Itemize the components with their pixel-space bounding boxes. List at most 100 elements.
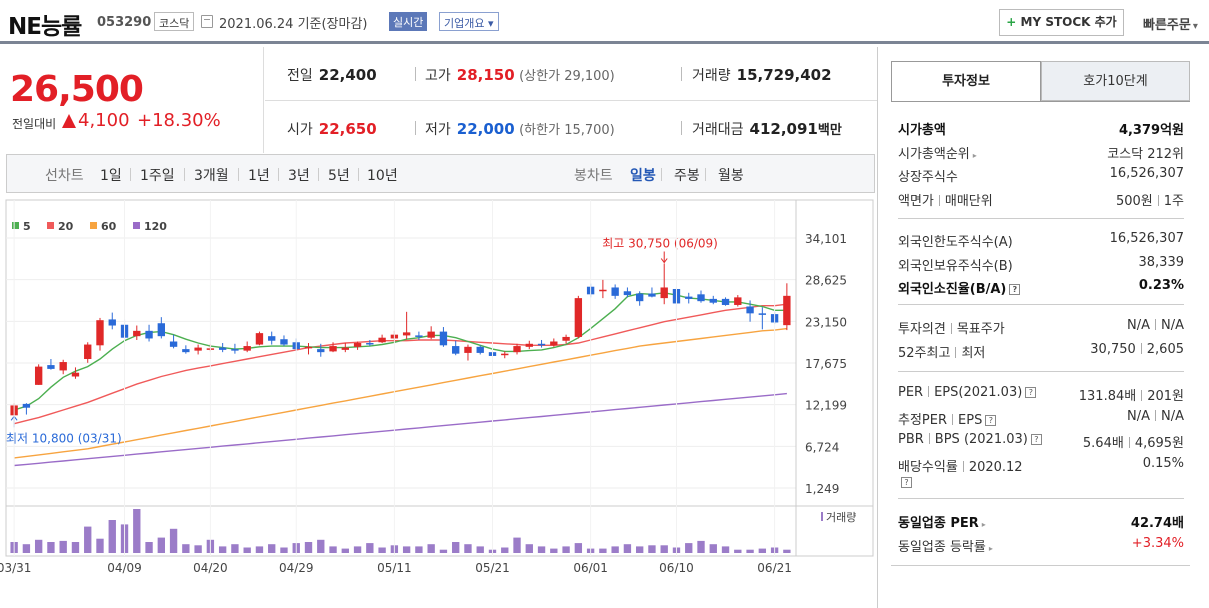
info-label-text: 외국인한도주식수(A) [898, 235, 1013, 250]
info-row: 액면가 매매단위 500원 1주 [898, 188, 1184, 210]
candle-body [452, 346, 460, 354]
divider [1157, 194, 1159, 206]
volume-bar [697, 540, 705, 553]
x-tick-label: 03/31 [0, 561, 31, 575]
open-price: 시가 22,650 [287, 119, 377, 139]
info-value: 500원 1주 [1116, 190, 1184, 209]
info-label-text: EPS(2021.03) [934, 385, 1023, 400]
tab-investment-info[interactable]: 투자정보 [891, 61, 1041, 101]
open-label: 시가 [287, 122, 313, 138]
tab-3year[interactable]: 3년 [288, 168, 310, 184]
base-date: 2021.06.24 기준(장마감) [219, 17, 368, 32]
legend-swatch [12, 222, 19, 229]
volume-bar [317, 539, 325, 553]
candle-body [537, 343, 546, 346]
tab-1week[interactable]: 1주일 [140, 168, 175, 184]
divider [238, 168, 239, 181]
info-row: 투자의견 목표주가 N/A N/A [898, 316, 1184, 338]
info-value: 131.84배 201원 [1079, 385, 1184, 404]
info-label-text: 추정PER [898, 412, 948, 428]
tab-daily-candle[interactable]: 일봉 [630, 168, 656, 184]
ma5-line [13, 292, 787, 411]
volume-bar [648, 545, 656, 553]
company-overview-dropdown[interactable]: 기업개요 ▾ [439, 12, 499, 31]
candlestick-chart[interactable]: 34,101 28,625 23,150 17,675 12,199 6,724 1,249… [0, 196, 877, 608]
candle-body [255, 333, 264, 345]
divider [661, 168, 662, 181]
upper-limit: (상한가 29,100) [519, 69, 615, 84]
info-label-text: BPS (2021.03) [934, 432, 1028, 447]
info-value-text: 16,526,307 [1109, 231, 1184, 246]
info-value-text: N/A [1127, 318, 1150, 333]
price-summary-table: 전일 22,400 고가 28,150 (상한가 29,100) 거래량 15,729… [265, 47, 877, 153]
candle-body [243, 346, 251, 351]
info-label: 시가총액순위 ▸ [898, 143, 977, 162]
my-stock-add-button[interactable]: + MY STOCK 추가 [999, 9, 1124, 36]
volume-bar [59, 540, 67, 553]
candle-body [574, 298, 583, 337]
candle-body [402, 332, 411, 336]
my-stock-add-label: MY STOCK 추가 [1020, 15, 1117, 29]
volume-bar [304, 542, 313, 553]
chevron-down-icon: ▾ [487, 17, 494, 30]
amount-unit: 백만 [817, 123, 842, 138]
y-tick-label: 1,249 [805, 482, 839, 496]
divider [898, 498, 1184, 499]
candle-body [599, 289, 607, 292]
volume-bar [574, 543, 583, 553]
legend-label: 20 [58, 220, 74, 233]
candle-body [758, 313, 767, 315]
divider [898, 371, 1184, 372]
summary-row: 시가 22,650 저가 22,000 (하한가 15,700) 거래대금 412,0… [265, 100, 877, 153]
divider [952, 413, 954, 425]
tab-1year[interactable]: 1년 [248, 168, 270, 184]
quick-order-button[interactable]: 빠른주문 ▾ [1143, 14, 1198, 33]
help-icon[interactable]: ? [985, 414, 997, 426]
volume-bar [734, 549, 742, 553]
volume-bar [268, 544, 276, 553]
candle-body [34, 366, 43, 385]
info-label-text: 52주최고 [898, 345, 951, 361]
info-label: 배당수익률 2020.12? [898, 456, 1023, 490]
tab-1day[interactable]: 1일 [100, 168, 122, 184]
candle-body [783, 295, 791, 326]
legend-swatch [90, 222, 97, 229]
tab-3month[interactable]: 3개월 [194, 168, 229, 184]
help-icon[interactable]: ? [901, 476, 912, 488]
info-label-text: 최저 [961, 345, 986, 361]
info-label-text: 매매단위 [944, 193, 993, 209]
volume-bar [783, 549, 791, 553]
volume-bar [537, 546, 546, 553]
tab-order-book[interactable]: 호가10단계 [1041, 61, 1190, 101]
tab-5year[interactable]: 5년 [328, 168, 350, 184]
volume-value: 15,729,402 [736, 66, 832, 84]
divider [278, 168, 279, 181]
divider [938, 194, 940, 206]
tab-weekly-candle[interactable]: 주봉 [674, 168, 700, 184]
info-row: 52주최고 최저 30,750 2,605 [898, 340, 1184, 362]
high-value: 28,150 [456, 66, 515, 84]
summary-row: 전일 22,400 고가 28,150 (상한가 29,100) 거래량 15,729… [265, 47, 877, 100]
info-label-text: 2020.12 [968, 459, 1023, 475]
candle-body [47, 365, 55, 369]
candle-body [476, 346, 484, 353]
candle-body [746, 306, 754, 314]
help-icon[interactable]: ? [1025, 387, 1037, 398]
help-icon[interactable]: ? [1030, 434, 1042, 445]
tab-10year[interactable]: 10년 [367, 168, 398, 184]
up-triangle-icon [62, 114, 76, 128]
tab-monthly-candle[interactable]: 월봉 [718, 168, 744, 184]
candle-body [439, 331, 448, 346]
realtime-button[interactable]: 실시간 [389, 12, 428, 31]
volume-bar [611, 546, 619, 553]
volume-bar [96, 538, 104, 553]
candle-body [648, 293, 656, 297]
candle-body [697, 294, 705, 302]
candle-body [353, 343, 362, 347]
info-label: PBR BPS (2021.03)? [898, 432, 1042, 447]
help-icon[interactable]: ? [1009, 284, 1021, 295]
divider [898, 304, 1184, 305]
chart-tabs: 선차트 1일 1주일 3개월 1년 3년 5년 10년 봉차트 일봉 주봉 월봉 [6, 154, 875, 193]
info-value-text: 500원 [1115, 193, 1153, 209]
info-value-text: 16,526,307 [1109, 166, 1184, 181]
